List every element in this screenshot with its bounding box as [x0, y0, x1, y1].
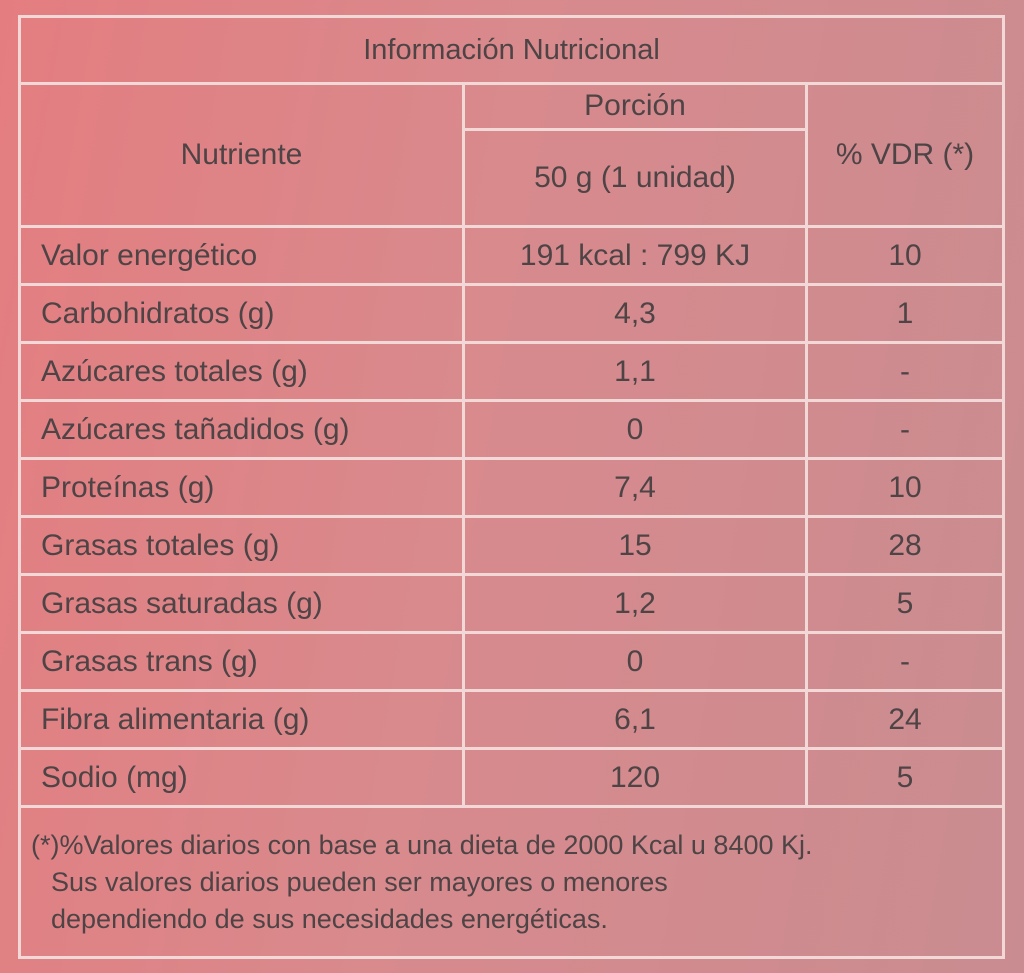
nutrient-row: Grasas trans (g) 0-	[18, 631, 1005, 692]
vdr-value: -	[805, 631, 1005, 692]
nutrient-row: Proteínas (g) 7,4 10	[18, 457, 1005, 518]
vdr-value: -	[805, 341, 1005, 402]
vdr-value: 1	[805, 283, 1005, 344]
vdr-value: 10	[805, 457, 1005, 518]
footnote-line: (*)%Valores diarios con base a una dieta…	[31, 829, 813, 860]
portion-value: 120	[462, 747, 808, 808]
portion-value: 1,1	[462, 341, 808, 402]
nutrient-row: Grasas totales (g) 15 28	[18, 515, 1005, 576]
portion-value: 6,1	[462, 689, 808, 750]
portion-value: 7,4	[462, 457, 808, 518]
nutrient-row: Valor energético 191 kcal : 799 KJ 10	[18, 225, 1005, 286]
vdr-value: 24	[805, 689, 1005, 750]
nutrient-row: Grasas saturadas (g) 1,2 5	[18, 573, 1005, 634]
vdr-value: 5	[805, 747, 1005, 808]
vdr-value: 5	[805, 573, 1005, 634]
portion-value: 1,2	[462, 573, 808, 634]
nutrient-row: Azúcares tañadidos (g) 0-	[18, 399, 1005, 460]
footnote-line: dependiendo de sus necesidades energétic…	[51, 903, 608, 934]
nutrient-name: Carbohidratos (g)	[18, 283, 465, 344]
header-portion-size: 50 g (1 unidad)	[462, 127, 808, 229]
nutrient-name: Fibra alimentaria (g)	[18, 689, 465, 750]
nutrient-row: Carbohidratos (g) 4,3 1	[18, 283, 1005, 344]
nutrient-name: Grasas trans (g)	[18, 631, 465, 692]
nutrient-row: Fibra alimentaria (g) 6,1 24	[18, 689, 1005, 750]
vdr-value: 10	[805, 225, 1005, 286]
header-nutrient: Nutriente	[18, 82, 465, 228]
portion-value: 191 kcal : 799 KJ	[462, 225, 808, 286]
portion-value: 0	[462, 399, 808, 460]
nutrient-name: Valor energético	[18, 225, 465, 286]
footnote-row: (*)%Valores diarios con base a una dieta…	[18, 805, 1005, 959]
nutrient-name: Grasas totales (g)	[18, 515, 465, 576]
vdr-value: -	[805, 399, 1005, 460]
nutrient-name: Sodio (mg)	[18, 747, 465, 808]
nutrient-name: Azúcares totales (g)	[18, 341, 465, 402]
nutrient-name: Azúcares tañadidos (g)	[18, 399, 465, 460]
header-vdr: % VDR (*)	[805, 82, 1005, 228]
nutrient-name: Proteínas (g)	[18, 457, 465, 518]
nutrient-row: Sodio (mg) 120 5	[18, 747, 1005, 808]
table-title: Información Nutricional	[18, 15, 1005, 85]
nutrition-table: Información Nutricional Nutriente Porció…	[18, 15, 1005, 959]
footnote-line: Sus valores diarios pueden ser mayores o…	[51, 866, 668, 897]
portion-value: 4,3	[462, 283, 808, 344]
vdr-value: 28	[805, 515, 1005, 576]
nutrient-name: Grasas saturadas (g)	[18, 573, 465, 634]
footnote: (*)%Valores diarios con base a una dieta…	[18, 805, 1005, 959]
portion-value: 15	[462, 515, 808, 576]
header-portion: Porción	[462, 82, 808, 131]
nutrient-row: Azúcares totales (g) 1,1-	[18, 341, 1005, 402]
portion-value: 0	[462, 631, 808, 692]
